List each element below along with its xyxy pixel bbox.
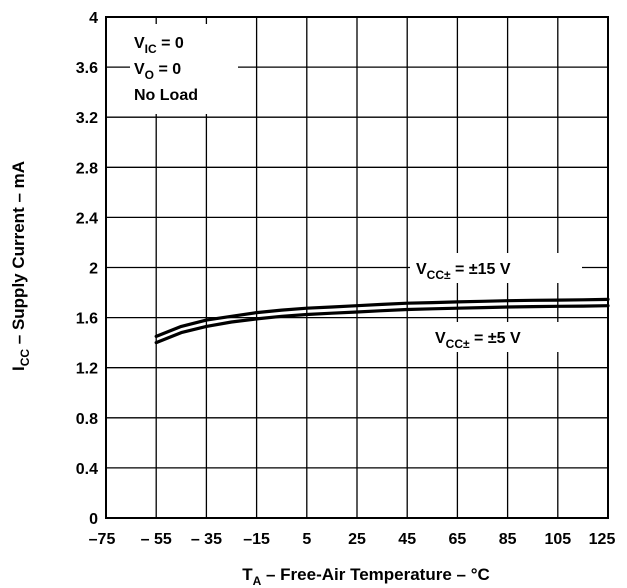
x-tick-label: 5 <box>302 531 311 548</box>
x-axis-label-rest: – Free-Air Temperature – °C <box>261 565 490 584</box>
y-tick-label: 3.2 <box>76 110 98 127</box>
y-axis-label-sub: CC <box>18 349 32 367</box>
x-axis-label: TA – Free-Air Temperature – °C <box>242 565 490 588</box>
series-line-vcc-5v <box>154 304 610 345</box>
y-axis-label: ICC – Supply Current – mA <box>9 161 32 371</box>
x-tick-labels: –75 – 55 – 35 –15 5 25 45 65 85 105 125 <box>89 531 616 548</box>
x-tick-label: 45 <box>398 531 416 548</box>
condition-label: VIC = 0 <box>134 35 184 56</box>
y-tick-label: 2 <box>89 261 98 278</box>
x-tick-label: 25 <box>348 531 366 548</box>
y-tick-label: 4 <box>89 10 98 27</box>
conditions-box <box>130 24 238 114</box>
x-tick-label: 65 <box>449 531 467 548</box>
y-axis-label-rest: – Supply Current – mA <box>9 161 28 349</box>
x-tick-label: 105 <box>544 531 571 548</box>
y-axis-label-main: I <box>9 366 28 371</box>
y-tick-label: 0 <box>89 511 98 528</box>
x-tick-label: –15 <box>243 531 270 548</box>
series-layer <box>154 297 610 345</box>
x-axis-label-main: T <box>242 565 253 584</box>
x-tick-label: –75 <box>89 531 116 548</box>
x-tick-label: 85 <box>499 531 517 548</box>
y-tick-label: 2.4 <box>76 210 98 227</box>
series-line-vcc-15v <box>154 297 610 338</box>
series-label-bg <box>430 322 568 352</box>
x-tick-label: 125 <box>589 531 616 548</box>
x-axis-label-sub: A <box>253 574 262 588</box>
x-tick-label: – 55 <box>141 531 172 548</box>
y-tick-label: 1.2 <box>76 361 98 378</box>
series-label-vcc-15v: VCC± = ±15 V <box>416 261 511 282</box>
series-label-vcc-5v: VCC± = ±5 V <box>435 330 521 351</box>
condition-label: No Load <box>134 87 198 104</box>
annotations: VIC = 0 VO = 0 No Load VCC± = ±15 V VCC± = ±… <box>130 24 582 352</box>
y-tick-label: 0.8 <box>76 411 98 428</box>
y-tick-label: 2.8 <box>76 160 98 177</box>
y-tick-labels: 0 0.4 0.8 1.2 1.6 2 2.4 2.8 3.2 3.6 4 <box>76 10 98 528</box>
y-tick-label: 0.4 <box>76 461 98 478</box>
condition-label: VO = 0 <box>134 61 181 82</box>
y-tick-label: 1.6 <box>76 311 98 328</box>
series-label-bg <box>410 253 582 283</box>
x-tick-label: – 35 <box>191 531 222 548</box>
plot-frame <box>105 16 609 519</box>
y-tick-label: 3.6 <box>76 60 98 77</box>
